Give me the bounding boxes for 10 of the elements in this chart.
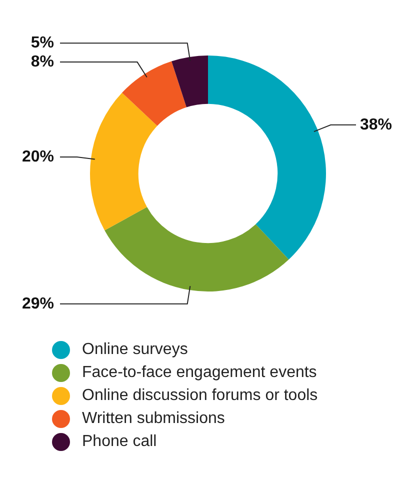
legend-label: Online discussion forums or tools	[82, 386, 318, 404]
legend-label: Written submissions	[82, 410, 225, 428]
data-label: 29%	[22, 295, 54, 312]
data-label: 38%	[360, 116, 392, 134]
legend-label: Face-to-face engagement events	[82, 364, 317, 382]
data-label: 8%	[30, 53, 54, 70]
data-label: 20%	[22, 148, 54, 166]
data-label: 5%	[30, 34, 54, 52]
legend-label: Online surveys	[82, 340, 188, 358]
legend-label: Phone call	[82, 432, 157, 450]
